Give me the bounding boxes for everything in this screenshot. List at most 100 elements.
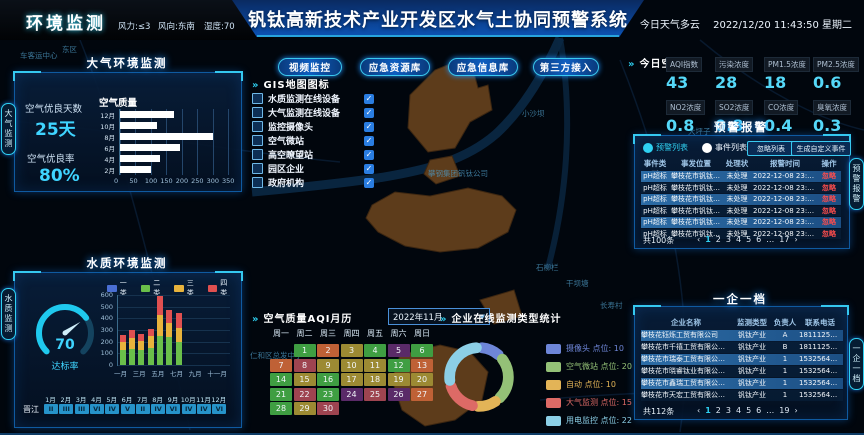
stat-card: CO浓度 0.4 bbox=[764, 95, 811, 135]
create-custom-event-button[interactable]: 生成自定义事件 bbox=[791, 141, 851, 156]
legend-swatch bbox=[140, 284, 151, 292]
enterprise-total: 共112条 bbox=[643, 407, 675, 416]
calendar-day-cell: 4 bbox=[364, 344, 386, 357]
ignore-action[interactable]: 忽略 bbox=[822, 195, 836, 204]
donut-segment bbox=[444, 342, 514, 412]
gridline bbox=[197, 109, 199, 175]
page-number[interactable]: 17 bbox=[779, 235, 790, 244]
gis-layer-label: 大气监测在线设备 bbox=[268, 109, 341, 119]
page-number[interactable]: … bbox=[766, 235, 775, 244]
layer-checkbox[interactable]: ✓ bbox=[364, 121, 374, 132]
page-number[interactable]: 2 bbox=[715, 235, 721, 244]
ignore-list-button[interactable]: 忽略列表 bbox=[747, 141, 795, 156]
month-label: 1月 bbox=[45, 396, 56, 404]
menu-button-1[interactable]: 视频监控 bbox=[278, 58, 342, 76]
layer-icon bbox=[252, 93, 263, 104]
gis-layer-item[interactable]: 水质监测在线设备 ✓ bbox=[252, 92, 374, 105]
pager-arrow[interactable]: › bbox=[794, 235, 798, 244]
axis-tick-label: 600 bbox=[100, 291, 113, 299]
layer-checkbox[interactable]: ✓ bbox=[364, 93, 374, 104]
table-cell: 2022-12-08 23:46:00 bbox=[753, 206, 819, 215]
ignore-action[interactable]: 忽略 bbox=[822, 218, 836, 227]
water-class-cell: VI bbox=[89, 404, 104, 414]
page-number[interactable]: 5 bbox=[746, 235, 752, 244]
page-number[interactable]: 4 bbox=[735, 406, 742, 415]
table-cell: 15325648510 bbox=[799, 367, 843, 376]
gis-layer-item[interactable]: 园区企业 ✓ bbox=[252, 162, 374, 175]
water-class-cell: VI bbox=[166, 404, 181, 414]
gis-layer-item[interactable]: 监控摄像头 ✓ bbox=[252, 120, 374, 133]
gis-layer-item[interactable]: 高空瞭望站 ✓ bbox=[252, 148, 374, 161]
map-place-label: 小沙坝 bbox=[522, 109, 545, 118]
page-number[interactable]: 6 bbox=[756, 235, 762, 244]
side-tab-enterprise[interactable]: 一企一档 bbox=[849, 338, 864, 390]
calendar-day-cell: 9 bbox=[317, 358, 339, 372]
water-bar-segment bbox=[147, 347, 154, 365]
page-number[interactable]: 1 bbox=[705, 235, 711, 244]
page-number[interactable]: 19 bbox=[779, 406, 790, 415]
gridline bbox=[118, 306, 230, 308]
gis-layer-item[interactable]: 空气微站 ✓ bbox=[252, 134, 374, 147]
page-number[interactable]: 3 bbox=[725, 235, 731, 244]
page-number[interactable]: 6 bbox=[756, 406, 762, 415]
donut-segment bbox=[444, 342, 514, 412]
stat-label: AQI指数 bbox=[666, 57, 703, 72]
calendar-day-cell: 2 bbox=[317, 344, 339, 357]
gis-layer-item[interactable]: 政府机构 ✓ bbox=[252, 176, 374, 189]
side-tab-air[interactable]: 大气监测 bbox=[1, 103, 16, 155]
ignore-action[interactable]: 忽略 bbox=[822, 229, 836, 238]
calendar-month-select[interactable]: 2022年11月 ▼ bbox=[388, 308, 490, 325]
gis-layer-item[interactable]: 大气监测在线设备 ✓ bbox=[252, 106, 374, 119]
pager-arrow[interactable]: › bbox=[794, 406, 798, 415]
layer-checkbox[interactable]: ✓ bbox=[364, 135, 374, 146]
layer-checkbox[interactable]: ✓ bbox=[364, 149, 374, 160]
column-header: 负责人 bbox=[773, 318, 797, 327]
ignore-action[interactable]: 忽略 bbox=[822, 206, 836, 215]
air-bar bbox=[120, 111, 174, 118]
menu-button-3[interactable]: 应急信息库 bbox=[448, 58, 518, 76]
good-days-value: 25天 bbox=[35, 120, 76, 140]
layer-checkbox[interactable]: ✓ bbox=[364, 107, 374, 118]
ignore-action[interactable]: 忽略 bbox=[822, 172, 836, 181]
weekday-label: 周四 bbox=[343, 329, 360, 338]
table-cell: 攀枝花市钒钛产… bbox=[671, 218, 723, 227]
legend-swatch bbox=[546, 361, 561, 372]
axis-tick-label: 十一月 bbox=[207, 370, 227, 378]
radio-option[interactable]: 事件列表 bbox=[702, 142, 747, 153]
page-number[interactable]: 3 bbox=[725, 406, 731, 415]
water-panel-title: 水质环境监测 bbox=[86, 256, 168, 270]
menu-button-2[interactable]: 应急资源库 bbox=[360, 58, 430, 76]
layer-icon bbox=[252, 149, 263, 160]
stat-value: 28 bbox=[715, 73, 738, 92]
table-cell: 攀枝花钰烁工贸有限公司 bbox=[641, 331, 718, 340]
page-number[interactable]: 2 bbox=[715, 406, 721, 415]
gridline bbox=[118, 341, 230, 343]
map-place-label: 东区 bbox=[62, 45, 77, 54]
air-bar bbox=[120, 144, 181, 151]
pager-arrow[interactable]: ‹ bbox=[697, 235, 701, 244]
pager-arrow[interactable]: ‹ bbox=[697, 406, 701, 415]
gauge-label: 达标率 bbox=[51, 362, 79, 372]
stat-card: 污染浓度 28 bbox=[715, 52, 762, 92]
layer-checkbox[interactable]: ✓ bbox=[364, 177, 374, 188]
layer-checkbox[interactable]: ✓ bbox=[364, 163, 374, 174]
enterprise-pagination: ‹ 1 2 3 4 5 6 … 19 › bbox=[697, 406, 798, 415]
page-number[interactable]: 4 bbox=[735, 235, 742, 244]
legend-item: 自动 点位: 10 bbox=[546, 379, 632, 390]
side-tab-water[interactable]: 水质监测 bbox=[1, 288, 16, 340]
menu-button-4[interactable]: 第三方接入 bbox=[533, 58, 599, 76]
axis-tick-label: 250 bbox=[191, 177, 204, 185]
ignore-action[interactable]: 忽略 bbox=[822, 183, 836, 192]
page-number[interactable]: 5 bbox=[746, 406, 752, 415]
side-tab-alarm[interactable]: 预警报警 bbox=[849, 158, 864, 210]
table-cell: 2022-12-08 23:55:04 bbox=[753, 183, 819, 192]
page-number[interactable]: 1 bbox=[705, 406, 711, 415]
axis-tick-label: 300 bbox=[206, 177, 219, 185]
water-bar-segment bbox=[147, 335, 154, 348]
radio-option[interactable]: 预警列表 bbox=[643, 142, 688, 153]
page-number[interactable]: … bbox=[766, 406, 775, 415]
legend-item: 空气微站 点位: 20 bbox=[546, 361, 632, 372]
table-cell: pH超标 bbox=[643, 195, 667, 204]
